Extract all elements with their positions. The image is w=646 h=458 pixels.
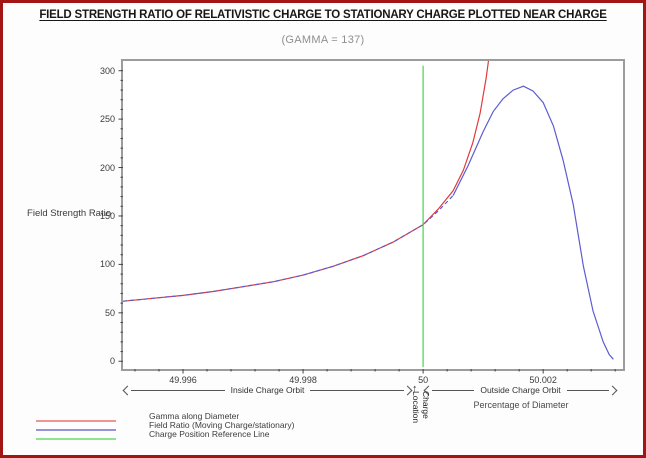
inside-orbit-annotation: Inside Charge Orbit (122, 384, 413, 396)
x-tick-label: 50 (418, 375, 429, 385)
x-axis-label: Percentage of Diameter (473, 400, 569, 410)
outside-orbit-annotation: Outside Charge Orbit (423, 384, 618, 396)
y-tick-label: 100 (99, 259, 115, 270)
y-axis-label: Field Strength Ratio (27, 208, 111, 219)
legend-item: Field Ratio (Moving Charge/stationary) (3, 420, 643, 435)
arrow-right-icon (607, 385, 618, 395)
up-arrow-icon: ↑ (412, 383, 418, 395)
plot-area (121, 59, 625, 371)
x-tick-label: 50.002 (529, 375, 557, 385)
legend-swatch (36, 420, 116, 422)
x-tick-label: 49.998 (289, 375, 317, 385)
y-tick-label: 300 (99, 65, 115, 76)
y-tick-label: 200 (99, 162, 115, 173)
x-tick-label: 49.996 (169, 375, 197, 385)
outside-orbit-label: Outside Charge Orbit (480, 385, 561, 395)
y-tick-label: 250 (99, 114, 115, 125)
inside-orbit-label: Inside Charge Orbit (230, 385, 305, 395)
legend-swatch (36, 438, 116, 440)
legend-swatch (36, 429, 116, 431)
annotation-line (131, 389, 225, 391)
y-tick-label: 50 (104, 307, 115, 318)
legend-label: Charge Position Reference Line (149, 429, 270, 439)
chart-title: FIELD STRENGTH RATIO OF RELATIVISTIC CHA… (39, 9, 607, 21)
annotation-line (432, 389, 475, 391)
chart-subtitle: (GAMMA = 137) (281, 34, 365, 46)
arrow-left-icon (122, 385, 133, 395)
legend-label: Field Ratio (Moving Charge/stationary) (149, 420, 295, 430)
legend-item: Gamma along Diameter (3, 411, 643, 426)
y-tick-label: 150 (99, 210, 115, 221)
legend-label: Gamma along Diameter (149, 411, 240, 421)
annotation-line (310, 389, 405, 391)
legend-item: Charge Position Reference Line (3, 429, 643, 444)
y-tick-label: 0 (109, 356, 115, 367)
annotation-line (566, 389, 610, 391)
